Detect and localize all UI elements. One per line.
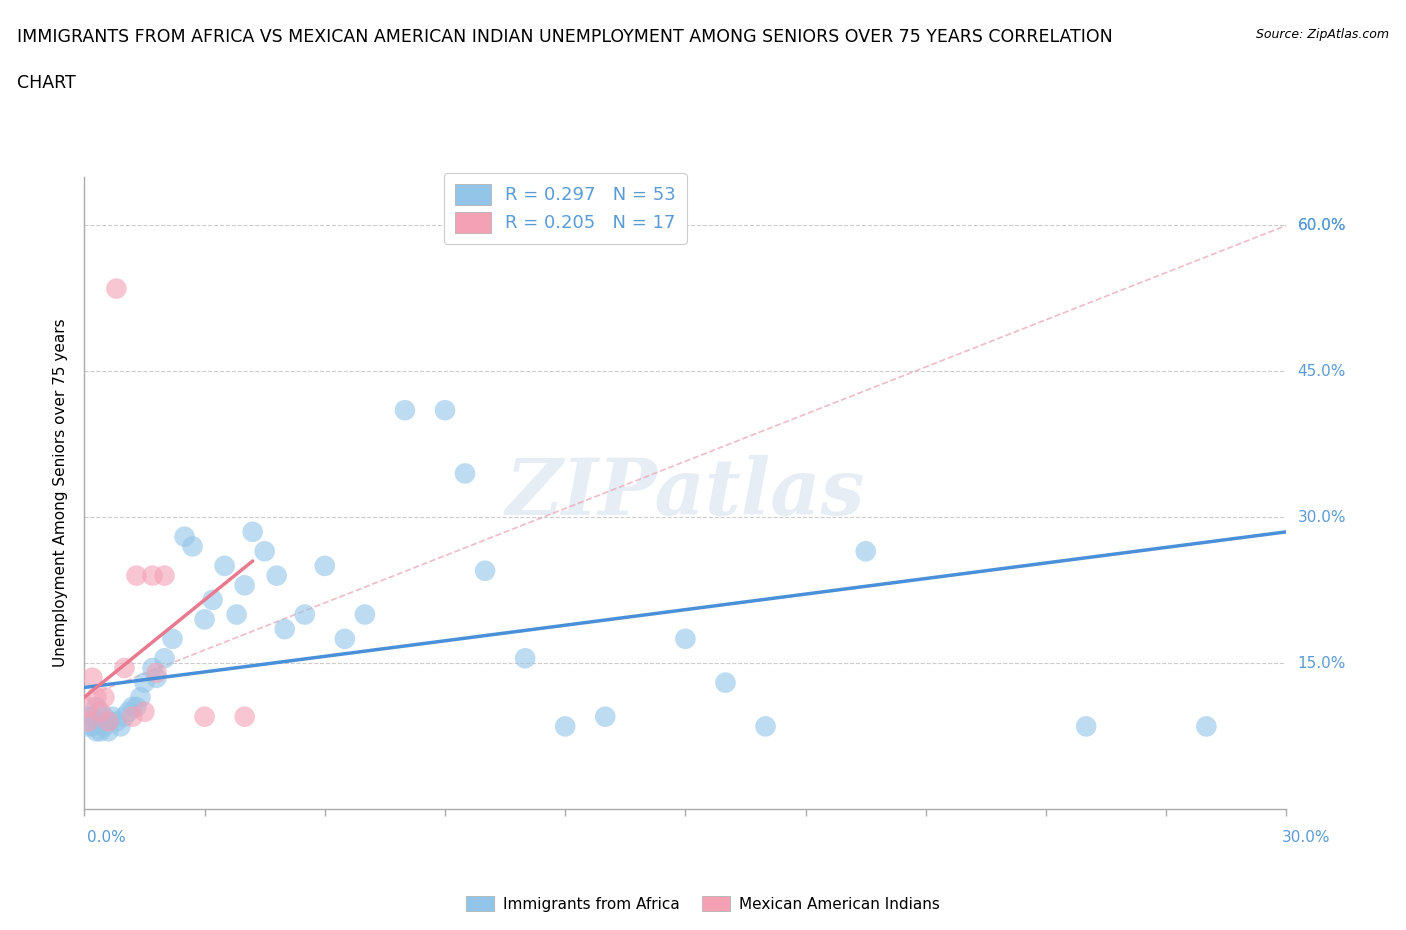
Point <box>333 631 356 646</box>
Point <box>595 710 617 724</box>
Text: 60.0%: 60.0% <box>1298 218 1346 232</box>
Point <box>266 568 288 583</box>
Point <box>855 544 877 559</box>
Point <box>134 675 156 690</box>
Point <box>454 466 477 481</box>
Point <box>86 690 108 705</box>
Point <box>253 544 276 559</box>
Point <box>77 699 100 714</box>
Point <box>77 719 100 734</box>
Point <box>89 714 111 729</box>
Point <box>153 568 176 583</box>
Point <box>105 714 128 729</box>
Point <box>117 704 139 719</box>
Point <box>194 710 217 724</box>
Point <box>714 675 737 690</box>
Point <box>89 704 111 719</box>
Text: 30.0%: 30.0% <box>1298 510 1346 525</box>
Point <box>82 719 104 734</box>
Point <box>145 666 167 681</box>
Text: Source: ZipAtlas.com: Source: ZipAtlas.com <box>1256 28 1389 41</box>
Point <box>121 710 143 724</box>
Point <box>101 710 124 724</box>
Point <box>554 719 576 734</box>
Point <box>121 699 143 714</box>
Text: 45.0%: 45.0% <box>1298 364 1346 379</box>
Text: IMMIGRANTS FROM AFRICA VS MEXICAN AMERICAN INDIAN UNEMPLOYMENT AMONG SENIORS OVE: IMMIGRANTS FROM AFRICA VS MEXICAN AMERIC… <box>17 28 1112 46</box>
Point <box>86 724 108 738</box>
Point <box>89 724 111 738</box>
Point <box>110 719 132 734</box>
Point <box>434 403 457 418</box>
Point <box>114 660 135 675</box>
Point <box>242 525 264 539</box>
Text: CHART: CHART <box>17 74 76 92</box>
Point <box>474 564 496 578</box>
Point <box>201 592 224 607</box>
Text: ZIPatlas: ZIPatlas <box>506 455 865 531</box>
Point <box>86 699 108 714</box>
Point <box>141 660 163 675</box>
Point <box>214 558 236 573</box>
Text: 60.0%: 60.0% <box>1298 218 1346 232</box>
Point <box>755 719 778 734</box>
Point <box>675 631 697 646</box>
Point <box>93 710 115 724</box>
Point <box>354 607 377 622</box>
Point <box>105 281 128 296</box>
Point <box>145 671 167 685</box>
Point <box>93 690 115 705</box>
Point <box>153 651 176 666</box>
Point <box>314 558 336 573</box>
Point <box>82 710 104 724</box>
Point <box>394 403 416 418</box>
Point <box>274 621 297 636</box>
Point <box>125 699 148 714</box>
Point <box>515 651 537 666</box>
Legend: Immigrants from Africa, Mexican American Indians: Immigrants from Africa, Mexican American… <box>460 889 946 918</box>
Point <box>125 568 148 583</box>
Point <box>194 612 217 627</box>
Point <box>93 719 115 734</box>
Point <box>77 710 100 724</box>
Point <box>173 529 195 544</box>
Point <box>97 724 120 738</box>
Point <box>134 704 156 719</box>
Point <box>114 710 135 724</box>
Point <box>162 631 184 646</box>
Y-axis label: Unemployment Among Seniors over 75 years: Unemployment Among Seniors over 75 years <box>52 319 67 667</box>
Text: 15.0%: 15.0% <box>1298 656 1346 671</box>
Point <box>129 690 152 705</box>
Text: 0.0%: 0.0% <box>87 830 127 844</box>
Point <box>97 714 120 729</box>
Point <box>82 671 104 685</box>
Legend: R = 0.297   N = 53, R = 0.205   N = 17: R = 0.297 N = 53, R = 0.205 N = 17 <box>444 173 686 244</box>
Point <box>1076 719 1098 734</box>
Point <box>77 714 100 729</box>
Point <box>233 710 256 724</box>
Point <box>141 568 163 583</box>
Point <box>225 607 247 622</box>
Text: 30.0%: 30.0% <box>1282 830 1330 844</box>
Point <box>97 714 120 729</box>
Point <box>233 578 256 592</box>
Point <box>294 607 316 622</box>
Point <box>1195 719 1218 734</box>
Point <box>181 539 204 554</box>
